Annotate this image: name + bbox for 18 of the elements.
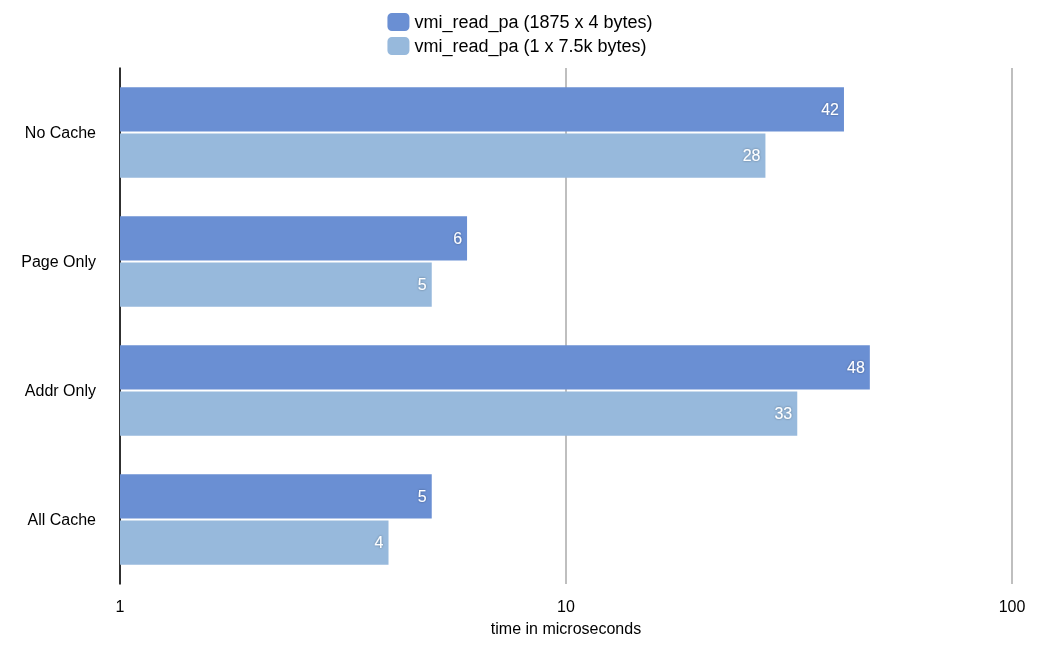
data-label: 6 (453, 229, 463, 247)
data-label: 4 (374, 534, 384, 552)
data-label: 42 (821, 100, 840, 118)
x-tick-label: 10 (557, 597, 575, 615)
y-tick-label: No Cache (24, 124, 97, 141)
x-tick-label: 1 (115, 597, 125, 615)
data-label: 28 (742, 147, 761, 165)
legend-label: vmi_read_pa (1875 x 4 bytes) (414, 12, 653, 33)
data-label: 5 (417, 487, 427, 505)
data-label: 48 (847, 358, 865, 376)
legend-label: vmi_read_pa (1 x 7.5k bytes) (414, 36, 647, 57)
data-label: 33 (774, 405, 793, 423)
y-tick-label: All Cache (27, 511, 97, 528)
x-tick-label: 100 (998, 597, 1026, 615)
data-label: 5 (417, 276, 427, 294)
x-axis-title: time in microseconds (490, 619, 642, 637)
y-tick-label: Addr Only (24, 382, 96, 399)
y-tick-label: Page Only (21, 253, 96, 270)
